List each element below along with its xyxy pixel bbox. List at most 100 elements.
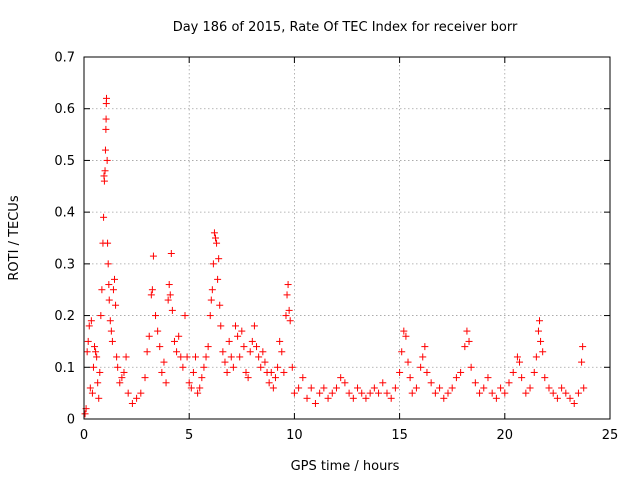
- y-tick-label: 0.1: [54, 361, 75, 376]
- data-point: [402, 332, 410, 340]
- data-point: [137, 389, 145, 397]
- data-point: [204, 343, 212, 351]
- data-point: [341, 379, 349, 387]
- data-point: [183, 353, 191, 361]
- data-point: [290, 389, 298, 397]
- data-point: [419, 353, 427, 361]
- data-point: [179, 363, 187, 371]
- data-point: [467, 363, 475, 371]
- data-point: [101, 146, 109, 154]
- data-point: [431, 389, 439, 397]
- data-point: [398, 348, 406, 356]
- x-tick-label: 0: [80, 428, 88, 443]
- data-point: [280, 368, 288, 376]
- data-points: [81, 94, 588, 418]
- data-point: [215, 255, 223, 263]
- data-point: [271, 374, 279, 382]
- data-point: [210, 229, 218, 237]
- data-point: [147, 291, 155, 299]
- data-point: [111, 275, 119, 283]
- data-point: [109, 286, 117, 294]
- data-point: [187, 384, 195, 392]
- data-point: [358, 389, 366, 397]
- data-point: [562, 389, 570, 397]
- data-point: [145, 332, 153, 340]
- data-point: [154, 327, 162, 335]
- data-point: [349, 394, 357, 402]
- data-point: [221, 358, 229, 366]
- data-point: [324, 394, 332, 402]
- data-point: [219, 348, 227, 356]
- data-point: [105, 281, 113, 289]
- plot-frame: [83, 56, 611, 420]
- data-point: [366, 389, 374, 397]
- data-point: [212, 234, 219, 242]
- data-point: [299, 374, 307, 382]
- data-point: [200, 363, 208, 371]
- data-point: [223, 368, 231, 376]
- x-tick-label: 20: [497, 428, 514, 443]
- data-point: [505, 379, 513, 387]
- y-tick-labels: 0 0.1 0.2 0.3 0.4 0.5 0.6 0.7: [54, 51, 75, 428]
- data-point: [370, 384, 378, 392]
- data-point: [84, 337, 92, 345]
- data-point: [400, 327, 408, 335]
- data-point: [116, 379, 124, 387]
- data-point: [81, 410, 89, 418]
- data-point: [580, 384, 588, 392]
- data-point: [274, 363, 282, 371]
- data-point: [231, 322, 239, 330]
- data-point: [192, 353, 200, 361]
- data-point: [412, 384, 420, 392]
- data-point: [104, 239, 112, 247]
- data-point: [406, 374, 414, 382]
- data-point: [328, 389, 336, 397]
- data-point: [391, 384, 399, 392]
- data-point: [476, 389, 484, 397]
- data-point: [202, 353, 210, 361]
- data-point: [112, 301, 120, 309]
- data-point: [181, 312, 189, 320]
- data-point: [534, 327, 542, 335]
- data-point: [93, 353, 101, 361]
- data-point: [536, 317, 544, 325]
- data-point: [307, 384, 315, 392]
- data-point: [209, 260, 217, 268]
- data-point: [457, 368, 465, 376]
- data-point: [375, 389, 383, 397]
- data-point: [164, 296, 172, 304]
- data-point: [149, 252, 157, 260]
- data-point: [337, 374, 345, 382]
- data-point: [574, 389, 582, 397]
- data-point: [417, 363, 425, 371]
- data-point: [509, 368, 517, 376]
- x-tick-label: 25: [602, 428, 619, 443]
- axis-ticks: [83, 56, 611, 420]
- data-point: [118, 374, 126, 382]
- x-axis-label: GPS time / hours: [291, 459, 400, 474]
- data-point: [217, 322, 225, 330]
- y-axis-label: ROTI / TECUs: [7, 195, 22, 280]
- data-point: [206, 312, 214, 320]
- data-point: [85, 322, 93, 330]
- data-point: [345, 389, 353, 397]
- data-point: [227, 353, 235, 361]
- data-point: [214, 275, 222, 283]
- data-point: [255, 353, 263, 361]
- data-point: [229, 363, 237, 371]
- data-point: [518, 374, 526, 382]
- data-point: [248, 337, 256, 345]
- data-point: [532, 353, 540, 361]
- data-point: [133, 394, 141, 402]
- data-point: [141, 374, 149, 382]
- data-point: [522, 389, 530, 397]
- data-point: [396, 368, 404, 376]
- data-point: [86, 384, 94, 392]
- data-point: [444, 389, 452, 397]
- data-point: [143, 348, 151, 356]
- data-point: [162, 379, 170, 387]
- data-point: [97, 312, 105, 320]
- data-point: [167, 250, 175, 258]
- data-point: [404, 358, 412, 366]
- data-point: [196, 384, 204, 392]
